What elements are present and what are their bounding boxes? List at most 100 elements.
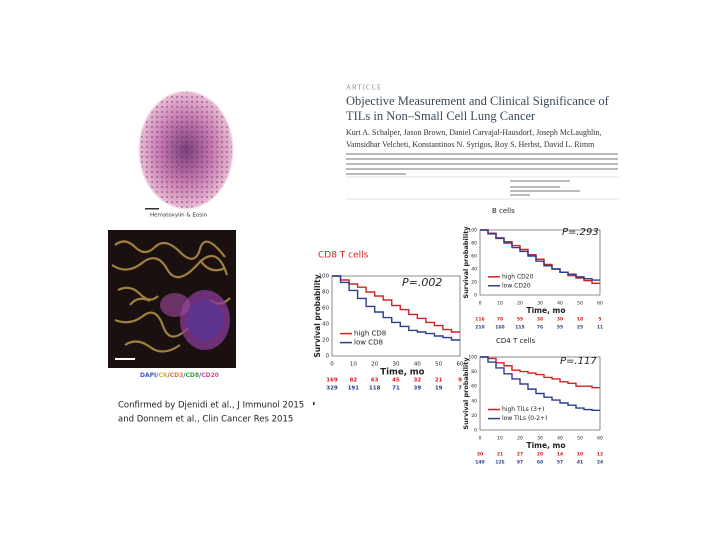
y-tick-label: 100 [468, 228, 477, 234]
x-tick-label: 0 [330, 362, 334, 368]
y-tick-label: 20 [471, 413, 477, 419]
survival-curve [480, 356, 600, 389]
at-risk-number: 118 [369, 386, 381, 392]
at-risk-number: 24 [597, 460, 603, 466]
x-tick-label: 40 [414, 362, 421, 368]
at-risk-number: 30 [477, 452, 483, 458]
survival-curve [480, 229, 600, 281]
y-tick-label: 60 [322, 306, 329, 312]
y-tick-label: 0 [326, 354, 330, 360]
x-tick-label: 60 [597, 436, 603, 442]
x-tick-label: 60 [597, 301, 603, 307]
at-risk-number: 10 [577, 452, 583, 458]
he-image [138, 90, 234, 210]
at-risk-number: 27 [517, 452, 523, 458]
at-risk-number: 82 [350, 378, 358, 384]
y-tick-label: 40 [322, 322, 329, 328]
y-tick-label: 100 [319, 274, 330, 280]
caption-part: CD3 [170, 372, 184, 379]
x-tick-label: 50 [435, 362, 442, 368]
at-risk-number: 115 [515, 325, 524, 331]
at-risk-number: 14 [557, 452, 563, 458]
at-risk-number: 41 [577, 460, 583, 466]
y-axis-label: Survival probability [462, 226, 470, 299]
x-axis-label: Time, mo [526, 441, 565, 450]
y-tick-label: 80 [471, 241, 477, 247]
at-risk-number: 68 [537, 460, 543, 466]
y-axis-label: Survival probability [462, 357, 470, 430]
at-risk-number: 12 [597, 452, 603, 458]
y-tick-label: 40 [471, 267, 477, 273]
panel-title: CD4 T cells [496, 337, 536, 345]
legend-label: low CD20 [502, 282, 531, 289]
at-risk-number: 140 [475, 460, 484, 466]
caption-part: / [199, 372, 202, 379]
at-risk-number: 20 [537, 452, 543, 458]
caption-part: CD20 [201, 372, 219, 379]
article-authors: Vamsidhar Velcheti, Konstantinos N. Syri… [346, 140, 595, 149]
at-risk-number: 160 [495, 325, 504, 331]
at-risk-number: 21 [435, 378, 443, 384]
at-risk-number: 329 [326, 386, 338, 392]
y-tick-label: 0 [474, 293, 477, 299]
article-header: ARTICLE Objective Measurement and Clinic… [346, 84, 620, 200]
at-risk-number: 32 [414, 378, 422, 384]
if-caption: DAPI/CK/CD3/CD8/CD20 [140, 372, 219, 379]
at-risk-number: 126 [495, 460, 504, 466]
x-axis-label: Time, mo [380, 368, 424, 378]
plot-frame [479, 229, 601, 296]
x-tick-label: 60 [457, 362, 464, 368]
plot-frame [331, 275, 461, 357]
y-axis-label: Survival probability [313, 274, 322, 357]
y-tick-label: 100 [468, 355, 477, 361]
y-tick-label: 60 [471, 384, 477, 390]
x-tick-label: 30 [537, 301, 543, 307]
legend-label: low CD8 [354, 339, 383, 347]
y-tick-label: 80 [322, 290, 329, 296]
at-risk-number: 191 [348, 386, 360, 392]
p-value: P=.117 [560, 356, 597, 367]
x-tick-label: 20 [371, 362, 378, 368]
note: and Donnem et al., Clin Cancer Res 2015 [118, 415, 293, 425]
at-risk-number: 5 [598, 317, 601, 323]
at-risk-number: 7 [458, 386, 462, 392]
article-label: ARTICLE [346, 84, 382, 92]
at-risk-number: 45 [392, 378, 400, 384]
caption-part: / [168, 372, 171, 379]
x-tick-label: 0 [479, 436, 482, 442]
legend-label: high CD20 [502, 273, 534, 280]
km-panel: CD4 T cells 0 20 40 60 80 100 0 30 140 10 21 126 20 27… [462, 337, 603, 466]
y-tick-label: 40 [471, 398, 477, 404]
x-tick-label: 10 [350, 362, 357, 368]
y-tick-label: 80 [471, 369, 477, 375]
x-tick-label: 20 [517, 301, 523, 307]
if-image [108, 230, 236, 368]
at-risk-number: 78 [497, 317, 503, 323]
at-risk-number: 116 [475, 317, 484, 323]
at-risk-number: 57 [557, 460, 563, 466]
at-risk-number: 76 [537, 325, 543, 331]
x-tick-label: 50 [577, 436, 583, 442]
at-risk-number: 9 [458, 378, 462, 384]
x-tick-label: 50 [577, 301, 583, 307]
at-risk-number: 39 [414, 386, 422, 392]
at-risk-number: 19 [435, 386, 443, 392]
at-risk-number: 11 [597, 325, 603, 331]
at-risk-number: 25 [577, 325, 583, 331]
x-tick-label: 30 [393, 362, 400, 368]
x-tick-label: 10 [497, 301, 503, 307]
bullet [313, 402, 315, 405]
x-tick-label: 10 [497, 436, 503, 442]
at-risk-number: 169 [326, 378, 338, 384]
x-tick-label: 30 [537, 436, 543, 442]
x-tick-label: 40 [557, 301, 563, 307]
at-risk-number: 21 [497, 452, 503, 458]
km-panel: CD8 T cells02040608010001693291082191206… [313, 251, 464, 392]
at-risk-number: 55 [557, 325, 563, 331]
at-risk-number: 97 [517, 460, 523, 466]
y-tick-label: 20 [471, 280, 477, 286]
plot-frame [479, 356, 601, 431]
article-title: TILs in Non–Small Cell Lung Cancer [346, 109, 536, 123]
caption-part: / [183, 372, 186, 379]
